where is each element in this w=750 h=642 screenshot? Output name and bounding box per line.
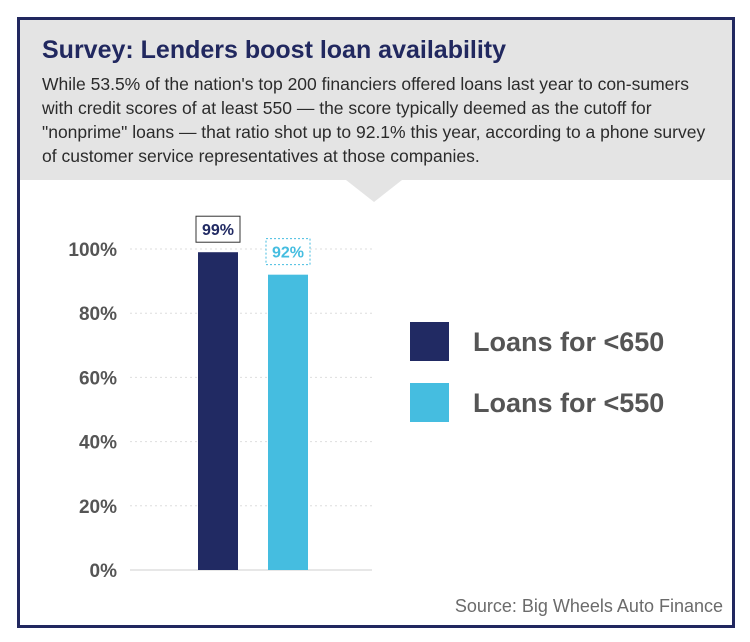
y-tick-label: 40% (79, 433, 117, 454)
header-panel: Survey: Lenders boost loan availability … (20, 20, 732, 180)
y-tick-label: 60% (79, 368, 117, 389)
legend-label: Loans for <650 (473, 327, 664, 357)
infographic-frame: Survey: Lenders boost loan availability … (17, 17, 735, 628)
page-title: Survey: Lenders boost loan availability (42, 36, 507, 64)
header-pointer (346, 180, 402, 202)
data-label-box (195, 215, 241, 243)
data-label: 99% (202, 222, 234, 239)
y-tick-label: 100% (68, 240, 117, 261)
source-note: Source: Big Wheels Auto Finance (454, 596, 723, 616)
y-tick-label: 0% (90, 561, 118, 582)
bar-chart: 0% 20% 40% 60% 80% 100% 99% 92% Loans for <650… (68, 215, 664, 582)
y-tick-label: 80% (79, 304, 117, 325)
legend-swatch (410, 322, 449, 361)
bar-loans-under-550 (268, 274, 308, 570)
bar-loans-under-650 (198, 252, 238, 570)
y-tick-label: 20% (79, 497, 117, 518)
description-text: While 53.5% of the nation's top 200 fina… (42, 74, 706, 166)
data-label-box (265, 238, 311, 266)
data-label: 92% (272, 245, 304, 262)
legend-label: Loans for <550 (473, 388, 664, 418)
legend-swatch (410, 383, 449, 422)
